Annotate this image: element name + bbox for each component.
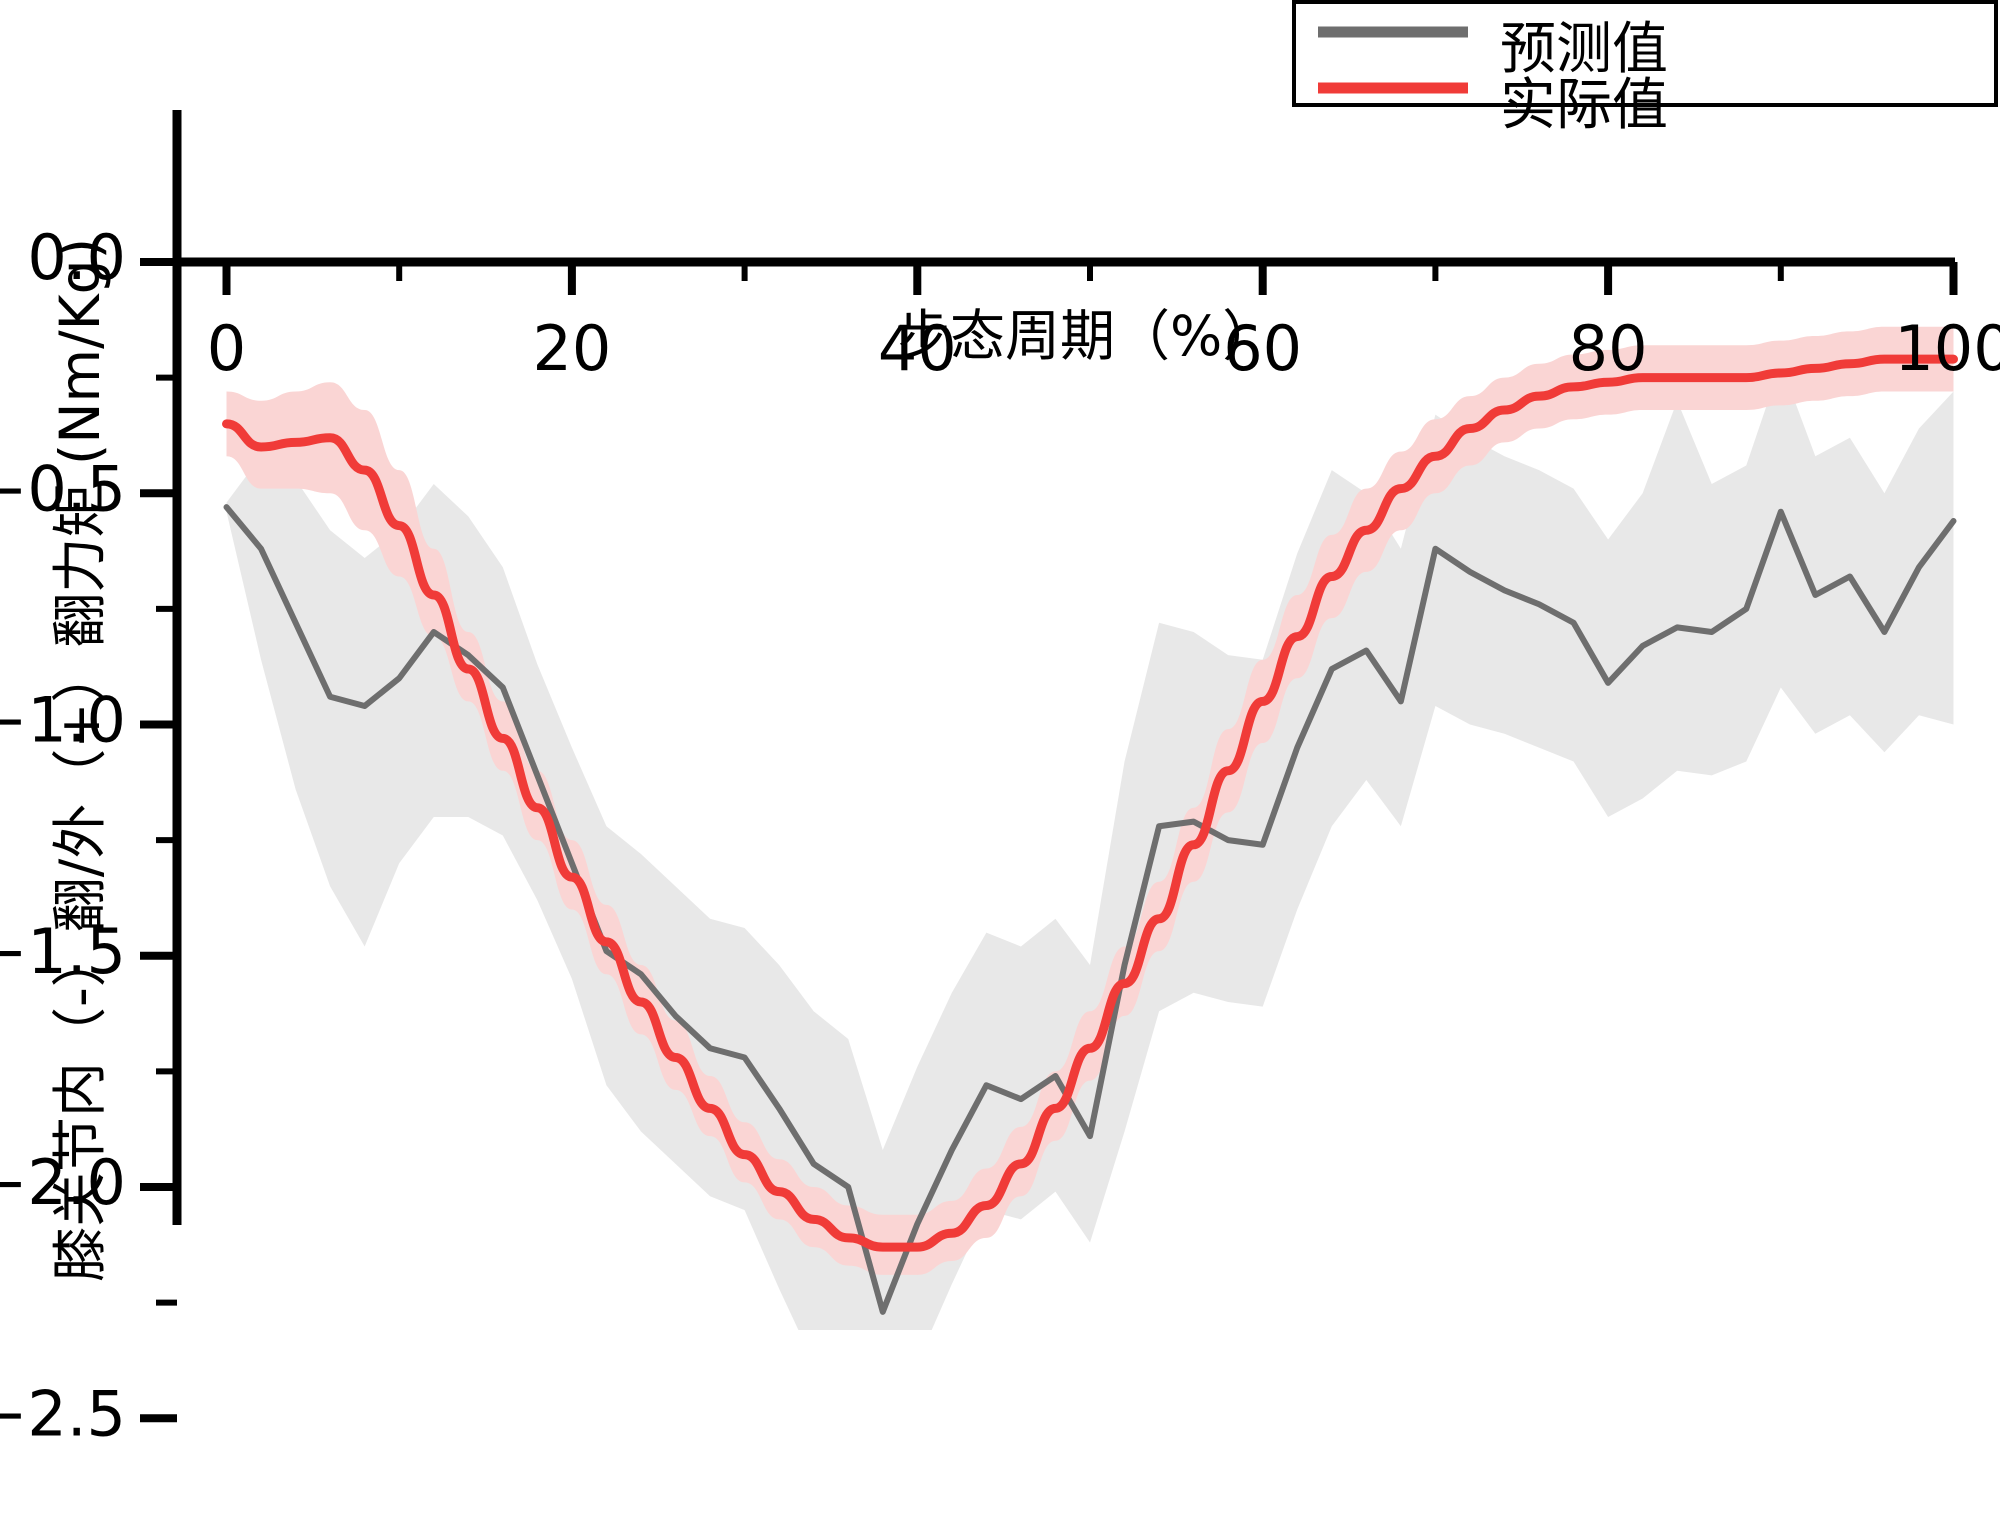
y-tick-label: −2.5 [0,1377,126,1450]
confidence-bands [226,326,1954,1330]
x-tick-label: 0 [207,312,246,385]
predicted-line [223,504,1957,1315]
y-tick-label: 0.0 [27,221,126,294]
axis-spines [172,110,1955,1225]
x-axis-tick-labels: 0 20 40 60 80 100 [207,312,2000,385]
y-axis-title: 膝关节内（-）翻/外（+）翻力矩 (Nm/Kg) [48,238,112,1282]
x-axis-ticks [222,262,1958,295]
x-tick-label: 20 [532,312,611,385]
predicted-confidence-band [226,363,1954,1330]
legend-item-predicted[interactable]: 预测值 [1318,17,1668,82]
y-tick-label: −1.5 [0,915,126,988]
x-tick-label: 40 [878,312,957,385]
y-tick-label: −0.5 [0,452,126,525]
series-lines [222,354,1958,1315]
legend-label-predicted: 预测值 [1500,17,1668,82]
legend[interactable]: 预测值 实际值 [1292,0,1998,138]
x-tick-label: 60 [1223,312,1302,385]
x-axis-title: 步态周期（%） [895,304,1277,368]
legend-item-actual[interactable]: 实际值 [1318,73,1668,138]
y-axis-tick-labels: 0.0 −0.5 −1.0 −1.5 −2.0 −2.5 [0,221,126,1450]
y-axis-ticks [140,258,177,1423]
x-tick-label: 80 [1569,312,1648,385]
legend-label-actual: 实际值 [1500,73,1668,138]
x-tick-label: 100 [1894,312,2000,385]
y-tick-label: −2.0 [0,1146,126,1219]
actual-line [222,354,1958,1252]
y-tick-label: −1.0 [0,684,126,757]
